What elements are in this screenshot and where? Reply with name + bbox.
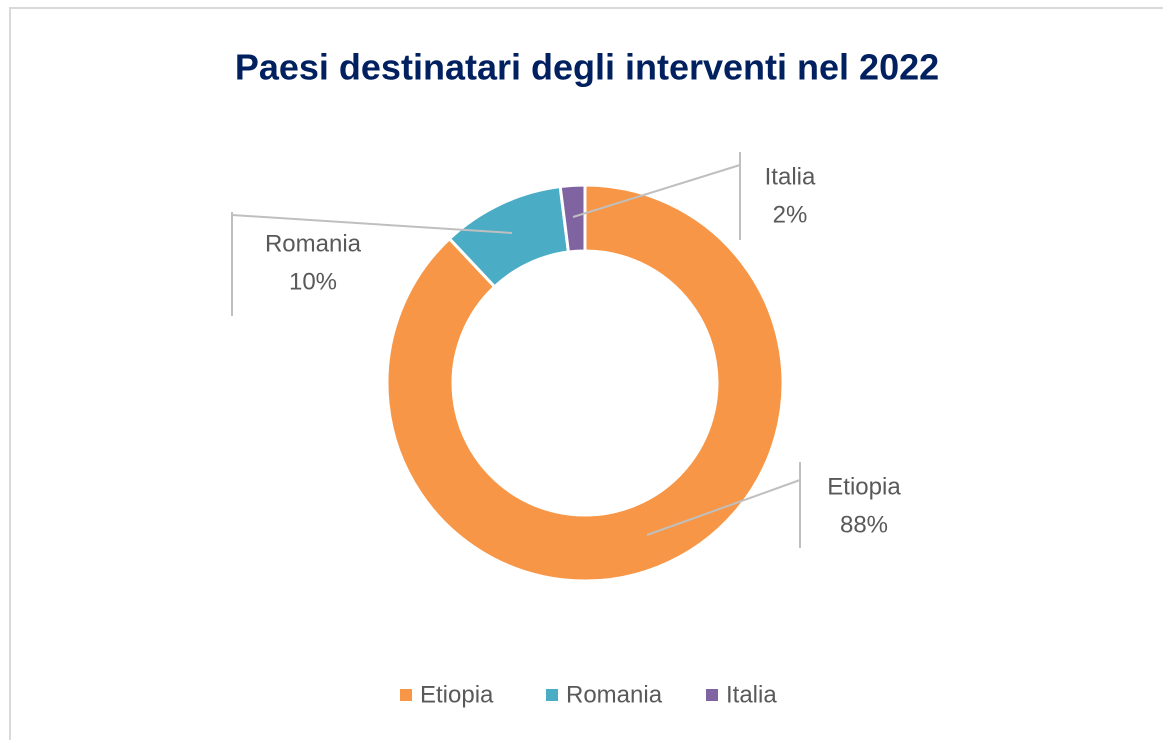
data-label-category: Italia [765, 163, 816, 190]
donut-slice [385, 183, 785, 583]
data-label-value: 88% [840, 511, 888, 538]
legend-swatch [546, 689, 558, 701]
data-label-value: 10% [289, 268, 337, 295]
donut-slice [558, 183, 587, 254]
leader-line [572, 164, 741, 218]
leader-line [646, 479, 801, 536]
leader-line [231, 214, 513, 234]
chart-border [9, 7, 1163, 740]
data-label-category: Etiopia [827, 473, 901, 500]
legend-swatch [400, 689, 412, 701]
legend-label: Italia [726, 681, 777, 708]
legend-label: Romania [566, 681, 663, 708]
chart-title: Paesi destinatari degli interventi nel 2… [235, 47, 939, 88]
data-label-category: Romania [265, 230, 362, 257]
legend-label: Etiopia [420, 681, 494, 708]
data-label-value: 2% [773, 201, 808, 228]
legend-swatch [706, 689, 718, 701]
